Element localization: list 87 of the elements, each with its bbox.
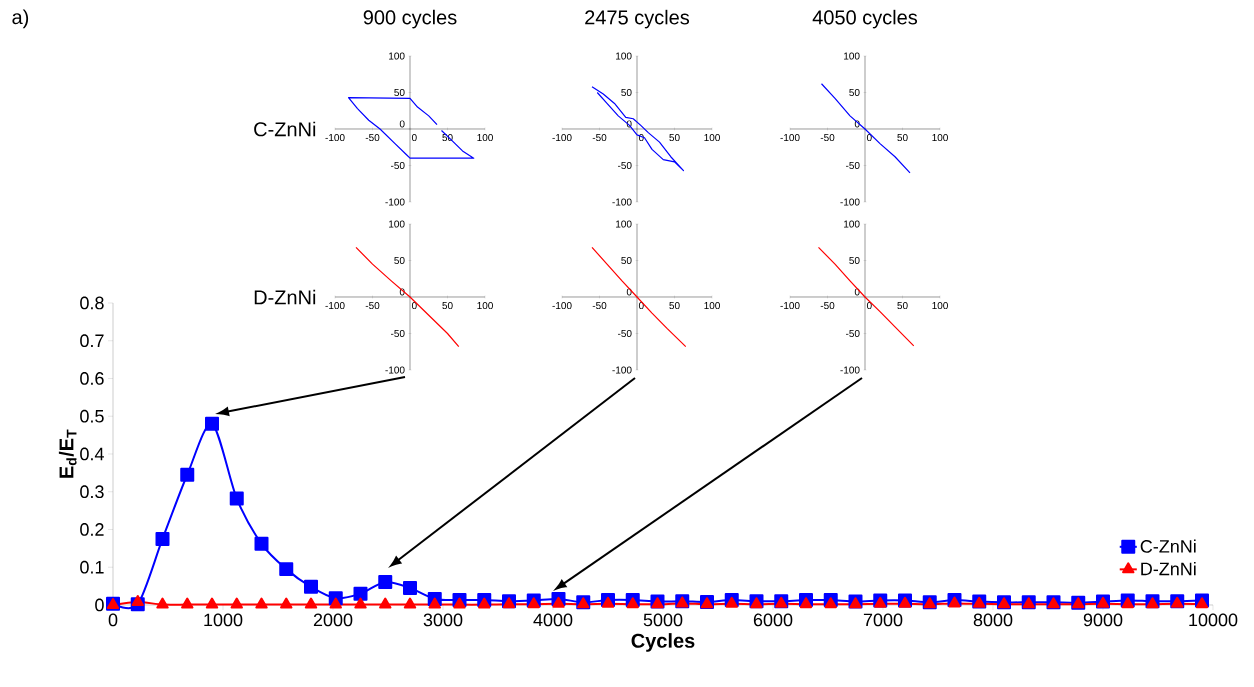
x-tick-label: -50	[820, 302, 835, 310]
y-tick-label: 100	[616, 220, 632, 228]
y-tick-label: -100	[385, 198, 405, 206]
y-tick-label: -50	[845, 329, 860, 338]
y-tick-label: 50	[394, 256, 405, 265]
x-tick-label: 100	[477, 302, 493, 310]
x-tick-label: 9000	[1083, 613, 1123, 627]
y-tick-label: -100	[612, 366, 632, 374]
y-tick-label: -50	[617, 329, 632, 338]
y-tick-label: 0.3	[80, 485, 104, 499]
y-tick-label: -50	[617, 161, 632, 170]
text: a)	[12, 9, 29, 29]
y-tick-label: 0.2	[80, 523, 104, 536]
x-tick-label: -50	[820, 134, 835, 142]
x-tick-label: 0	[866, 302, 872, 310]
x-tick-label: -50	[592, 302, 607, 310]
y-tick-label: 100	[389, 52, 405, 60]
y-tick-label: 0.4	[80, 447, 104, 461]
x-tick-label: 100	[704, 134, 720, 142]
y-tick-label: 0	[399, 120, 405, 128]
x-tick-label: 3000	[423, 613, 463, 627]
y-axis-title: E$_{d}$/E$_{T}$	[58, 429, 77, 478]
x-tick-label: 0	[411, 134, 417, 142]
y-tick-label: 0	[626, 288, 632, 296]
y-tick-label: 50	[849, 88, 860, 97]
y-tick-label: 50	[621, 88, 632, 97]
x-tick-label: -100	[552, 302, 572, 310]
y-axis-title: D-ZnNi	[254, 289, 316, 305]
x-tick-label: 10000	[1189, 613, 1238, 627]
y-tick-label: -50	[390, 161, 405, 170]
legend-label: C-ZnNi	[1140, 539, 1196, 553]
y-tick-label: 50	[394, 88, 405, 97]
x-tick-label: 50	[897, 302, 908, 310]
x-tick-label: 100	[704, 302, 720, 310]
legend-label: D-ZnNi	[1141, 562, 1196, 576]
chart-title: 4050 cycles	[812, 9, 918, 29]
x-tick-label: 0	[866, 134, 872, 142]
y-tick-label: 0.7	[80, 334, 104, 348]
chart-title: 2475 cycles	[585, 9, 690, 29]
x-tick-label: 50	[669, 302, 680, 310]
y-tick-label: 0.6	[80, 372, 104, 385]
y-tick-label: -50	[390, 329, 405, 338]
chart-title: 900 cycles	[363, 9, 457, 29]
y-tick-label: 0	[95, 598, 104, 612]
y-tick-label: 0.5	[80, 409, 104, 423]
x-tick-label: -100	[780, 134, 800, 142]
y-tick-label: -100	[385, 366, 405, 374]
x-tick-label: 50	[442, 302, 453, 310]
x-tick-label: 0	[638, 302, 644, 310]
y-tick-label: 0	[854, 120, 860, 128]
y-tick-label: 0.8	[80, 296, 104, 310]
x-tick-label: 4000	[533, 613, 573, 627]
x-tick-label: 7000	[863, 613, 903, 627]
y-tick-label: -50	[845, 161, 860, 170]
y-tick-label: 100	[844, 220, 860, 228]
y-tick-label: -100	[840, 366, 860, 374]
y-tick-label: 0	[399, 288, 405, 296]
y-tick-label: 100	[389, 220, 405, 228]
x-tick-label: -50	[592, 134, 607, 142]
y-tick-label: 0.1	[80, 560, 104, 574]
x-tick-label: 6000	[753, 613, 793, 627]
x-tick-label: 0	[638, 134, 644, 142]
y-tick-label: 0	[854, 288, 860, 296]
x-tick-label: -100	[780, 302, 800, 310]
x-tick-label: 100	[477, 134, 493, 142]
y-tick-label: 100	[844, 52, 860, 60]
x-tick-label: -50	[365, 134, 380, 142]
x-tick-label: 50	[897, 134, 908, 142]
x-tick-label: 8000	[973, 613, 1013, 627]
x-tick-label: 0	[108, 613, 118, 627]
y-tick-label: -100	[840, 198, 860, 206]
x-axis-title: Cycles	[631, 633, 695, 652]
x-tick-label: -100	[325, 302, 345, 310]
y-tick-label: 50	[849, 256, 860, 265]
x-tick-label: 5000	[643, 613, 683, 627]
x-tick-label: 1000	[204, 613, 243, 627]
x-tick-label: 100	[932, 302, 948, 310]
y-tick-label: 50	[621, 256, 632, 265]
x-tick-label: -100	[325, 134, 345, 142]
x-tick-label: 2000	[313, 613, 353, 627]
x-tick-label: 50	[669, 134, 680, 142]
y-tick-label: -100	[612, 198, 632, 206]
x-tick-label: -50	[365, 302, 380, 310]
y-tick-label: 100	[616, 52, 632, 60]
y-axis-title: C-ZnNi	[254, 121, 316, 137]
x-tick-label: 100	[932, 134, 948, 142]
x-tick-label: -100	[552, 134, 572, 142]
